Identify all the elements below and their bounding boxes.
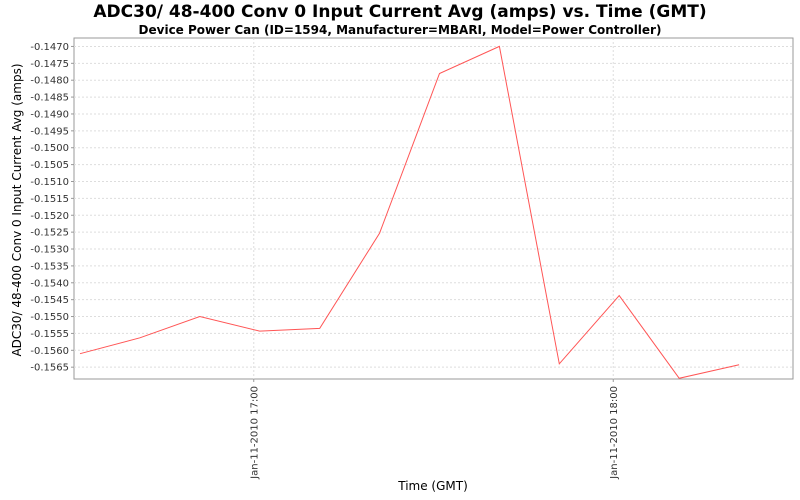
y-tick-label: -0.1535 [30,261,69,272]
x-tick-label: Jan-11-2010 18:00 [609,386,620,480]
x-tick-label: Jan-11-2010 17:00 [249,386,260,480]
y-tick-label: -0.1505 [30,160,69,171]
y-tick-label: -0.1470 [30,42,69,53]
y-tick-label: -0.1520 [30,211,69,222]
y-tick-label: -0.1475 [30,59,69,70]
y-tick-label: -0.1495 [30,126,69,137]
y-tick-label: -0.1565 [30,363,69,374]
y-tick-label: -0.1530 [30,245,69,256]
x-axis-label: Time (GMT) [397,479,468,493]
y-tick-label: -0.1555 [30,329,69,340]
series-line [79,45,740,379]
y-tick-label: -0.1515 [30,194,69,205]
y-tick-label: -0.1540 [30,278,69,289]
chart-title: ADC30/ 48-400 Conv 0 Input Current Avg (… [93,2,707,22]
y-tick-label: -0.1560 [30,346,69,357]
chart-subtitle: Device Power Can (ID=1594, Manufacturer=… [138,23,662,37]
y-axis-label: ADC30/ 48-400 Conv 0 Input Current Avg (… [10,63,24,356]
y-tick-label: -0.1545 [30,295,69,306]
plot-area [73,37,794,380]
y-tick-label: -0.1550 [30,312,69,323]
y-tick-label: -0.1480 [30,76,69,87]
y-tick-label: -0.1485 [30,93,69,104]
x-axis-ticks: Jan-11-2010 17:00 Jan-11-2010 18:00 [249,379,620,480]
y-tick-label: -0.1490 [30,109,69,120]
y-tick-label: -0.1510 [30,177,69,188]
y-tick-label: -0.1500 [30,143,69,154]
x-gridlines [253,38,614,379]
y-axis-ticks: -0.1470 -0.1475 -0.1480 -0.1485 -0.1490 -0.14… [30,42,74,374]
y-tick-label: -0.1525 [30,228,69,239]
